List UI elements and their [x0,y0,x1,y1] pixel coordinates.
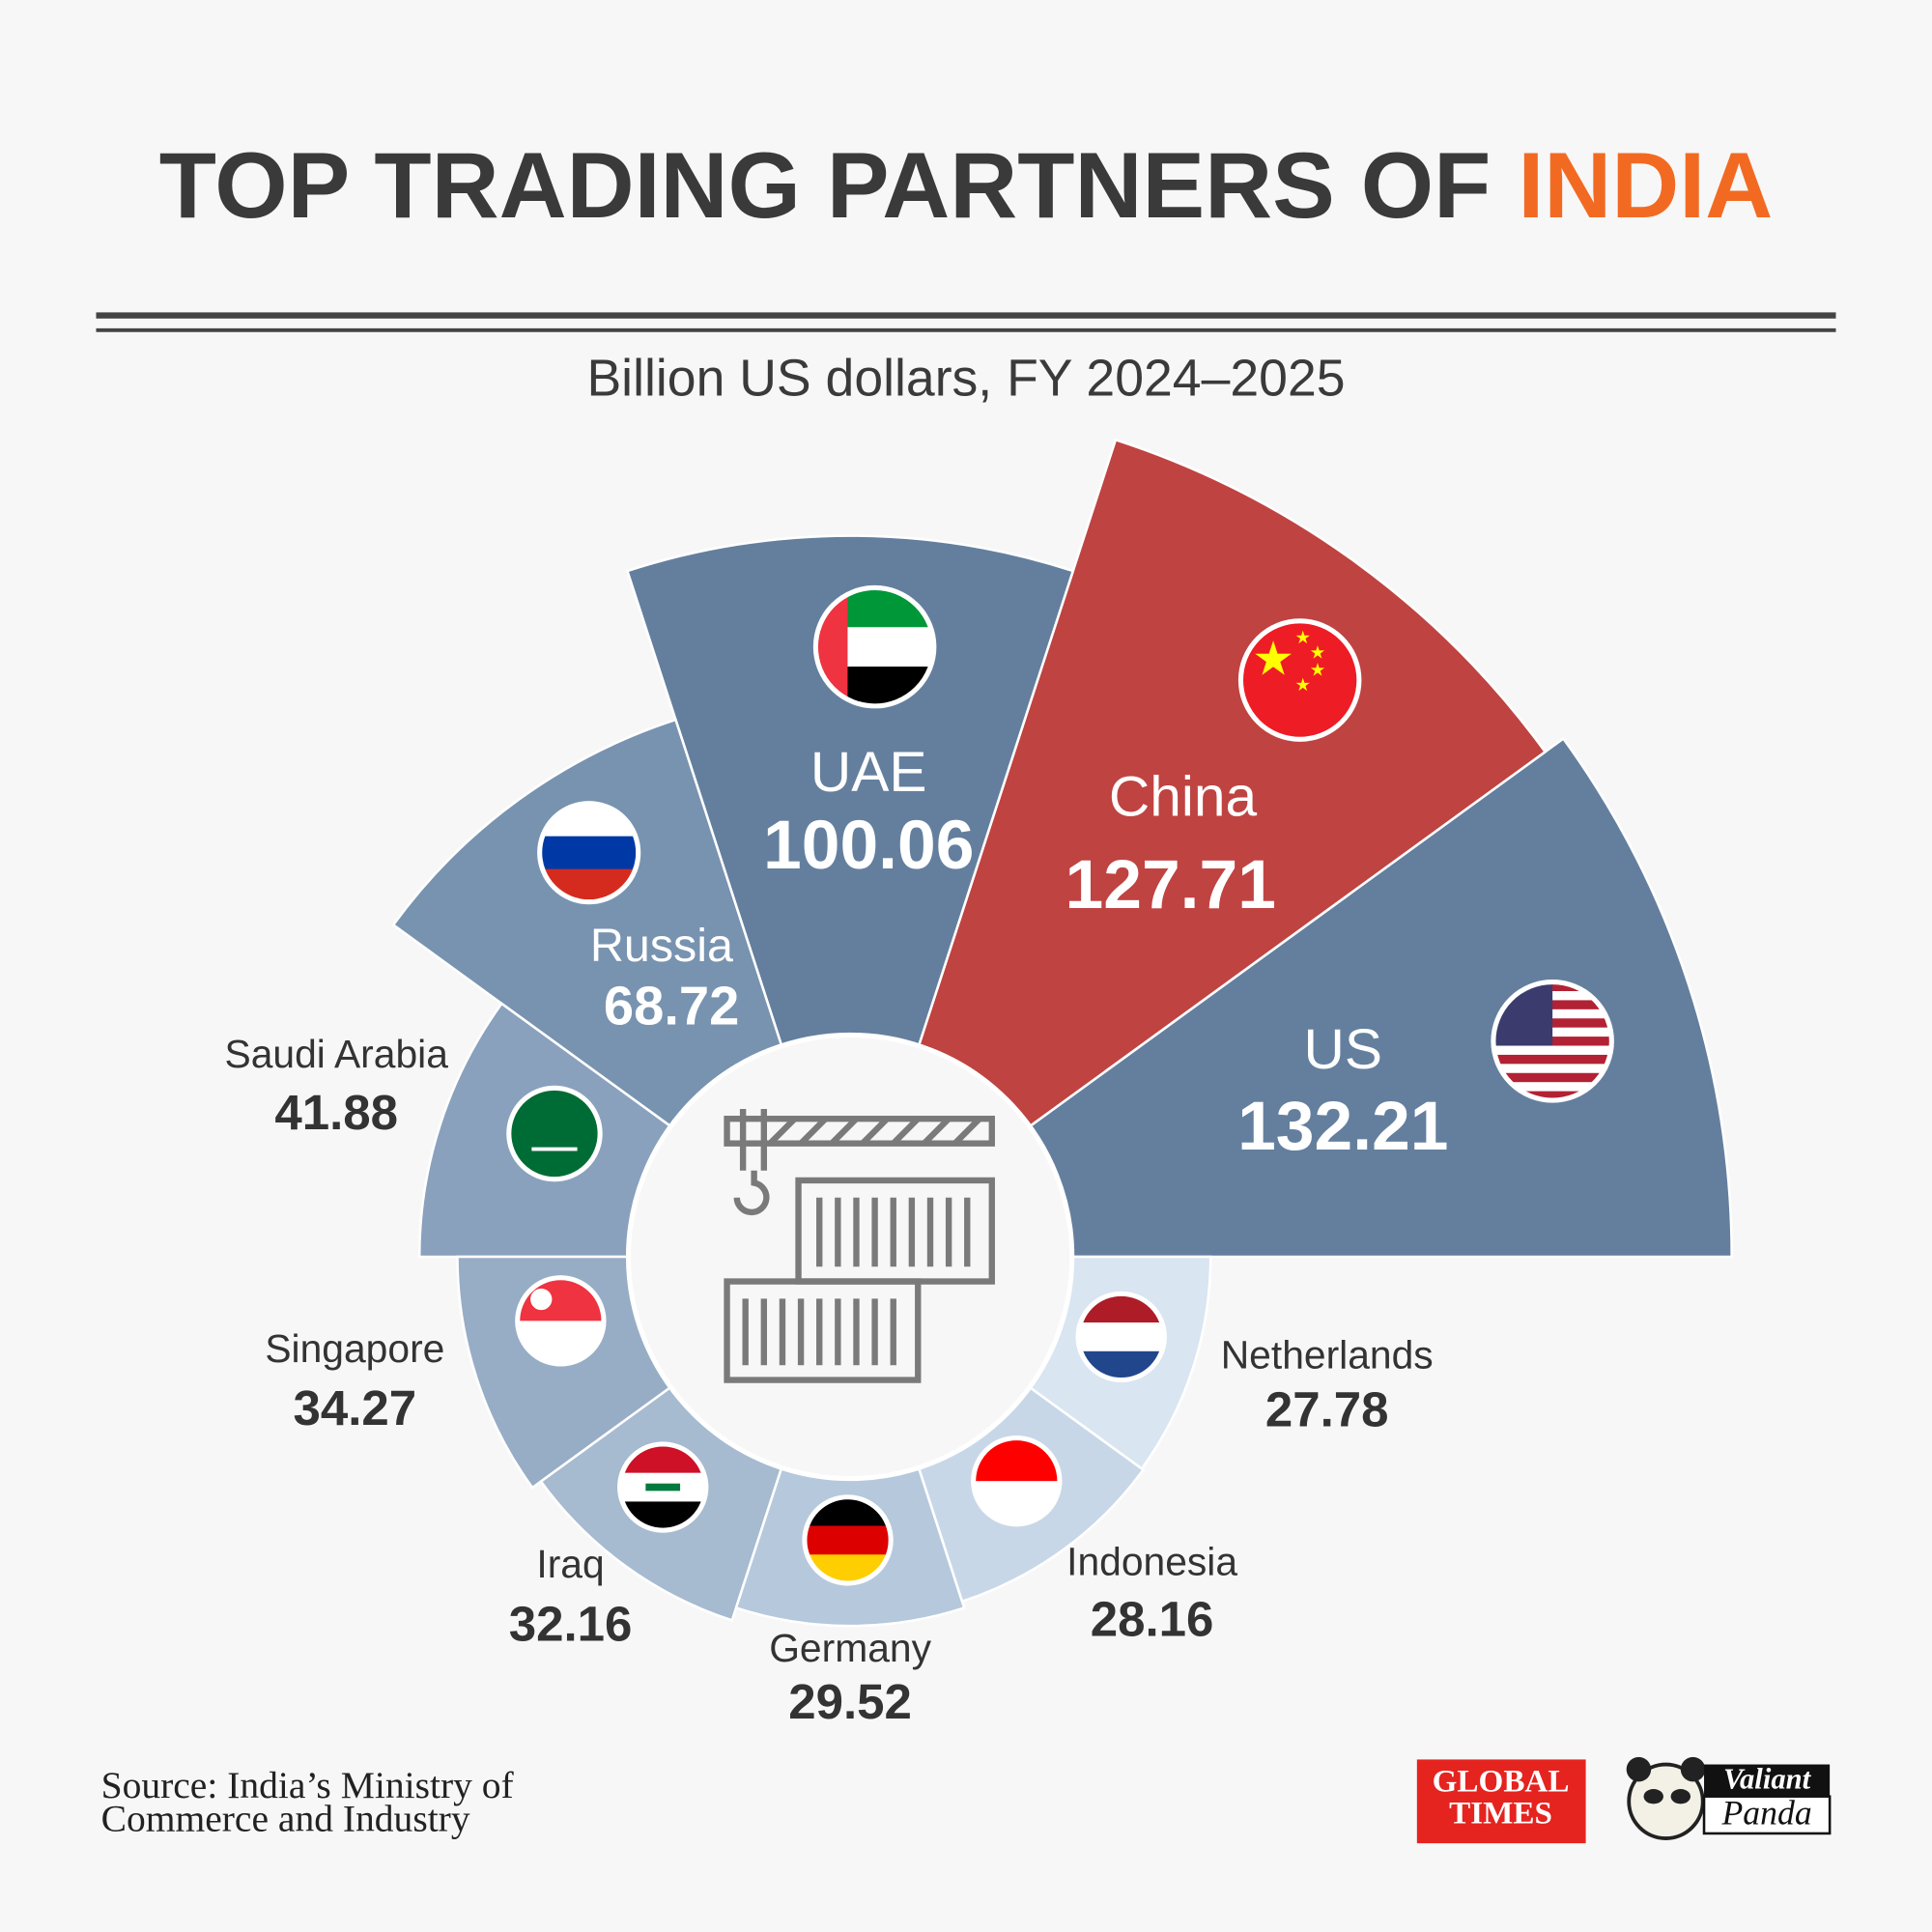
flag-stripe [804,1525,892,1555]
chart-title: TOP TRADING PARTNERS OF INDIA [159,132,1773,238]
category-label: UAE [810,741,927,804]
flag-border [617,1441,709,1533]
center-disc [625,1032,1075,1482]
source: Commerce and Industry [101,1798,470,1840]
value-label: 100.06 [763,807,974,884]
value-label: 68.72 [604,976,739,1037]
value-label: 32.16 [509,1596,633,1651]
flag-border [812,584,937,709]
subtitle: Billion US dollars, FY 2024–2025 [586,351,1345,408]
flag [1492,981,1612,1101]
value-label: 41.88 [274,1085,398,1140]
flag-stripe [1492,1064,1612,1074]
flag [508,1088,601,1179]
flag-stripe [1492,1072,1612,1083]
flag-stripe [539,836,639,870]
valiant-panda-logo: Valiant Panda [1626,1756,1832,1840]
flag-star: ★ [1294,674,1310,695]
flag-stripe [1492,1045,1612,1056]
logo-text: Valiant [1723,1762,1812,1795]
flag-stripe [1492,1082,1612,1093]
title-main: TOP TRADING PARTNERS OF [159,132,1492,238]
container-icon [724,1108,995,1383]
logo-text: TIMES [1449,1796,1552,1832]
flag-border [537,801,641,905]
category-label: Germany [769,1626,931,1670]
flag-stripe [1492,1091,1612,1101]
flag-border [506,1085,603,1182]
flag-star: ★ [1252,634,1294,686]
value-label: 34.27 [294,1380,417,1435]
flag-stripe [1492,1054,1612,1065]
title-highlight: INDIA [1518,132,1773,238]
flag-star: ★ [1310,641,1325,662]
panda-ear [1680,1756,1706,1782]
value-label: 127.71 [1065,846,1276,923]
panda-eye [1643,1789,1663,1804]
flag-border [1491,980,1614,1103]
value-label: 27.78 [1265,1381,1389,1436]
value-label: 28.16 [1091,1591,1214,1646]
category-label: US [1304,1018,1382,1081]
flag-sword [531,1147,578,1151]
category-label: Russia [590,920,733,972]
value-label: 29.52 [788,1674,912,1729]
category-label: Singapore [265,1326,444,1371]
flag-field [1240,620,1359,740]
source: Source: India’s Ministry of [101,1764,515,1806]
flag-star: ★ [1294,627,1310,647]
flag: ★ ★★★★ [1240,620,1359,740]
flag-stripe [508,1088,601,1179]
flag-stripe [1078,1322,1165,1352]
global-times-logo: GLOBAL TIMES [1416,1759,1586,1844]
logo-box [1416,1759,1586,1844]
flag-crescent [530,1288,553,1311]
flag-border [802,1494,894,1586]
logo-box [1704,1764,1831,1797]
logo-text: GLOBAL [1433,1764,1570,1800]
flag-star: ★ [1310,660,1325,680]
category-label: Netherlands [1221,1332,1434,1377]
flag-script [645,1483,681,1492]
logo-box [1702,1795,1832,1835]
category-label: Indonesia [1066,1540,1237,1584]
flag-border [515,1275,607,1367]
flag-border [1237,618,1362,742]
logo-text: Panda [1720,1793,1811,1832]
value-label: 132.21 [1237,1088,1448,1165]
category-label: Saudi Arabia [225,1032,449,1076]
category-label: Iraq [536,1542,604,1586]
flag-border [971,1435,1063,1527]
panda-eye [1670,1789,1690,1804]
flag-border [1075,1291,1167,1383]
panda-ear [1626,1756,1652,1782]
category-label: China [1109,766,1258,829]
